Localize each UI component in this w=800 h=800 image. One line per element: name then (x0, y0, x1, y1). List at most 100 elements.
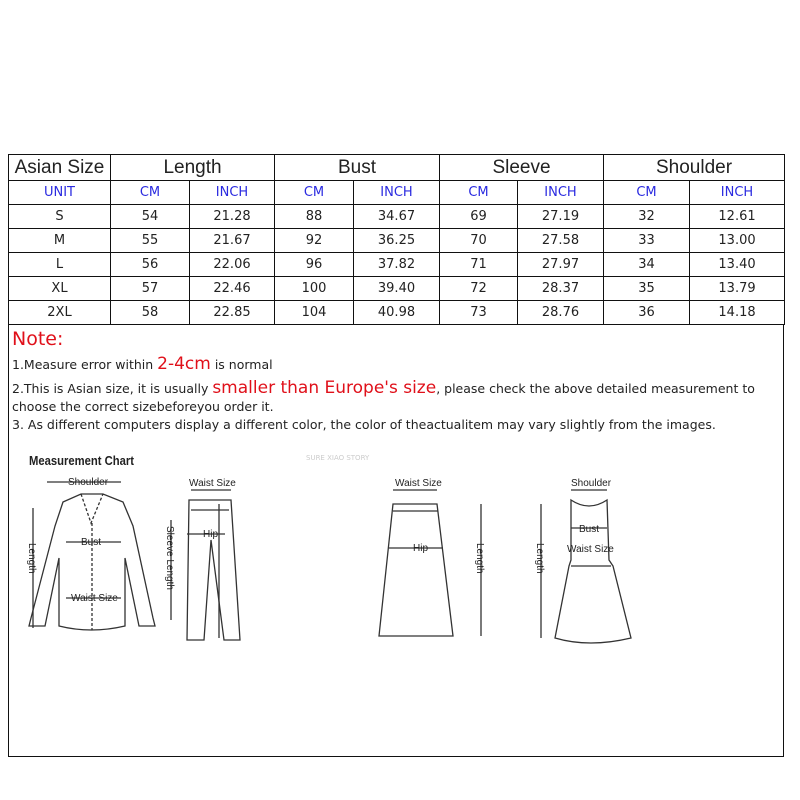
value-cell: 39.40 (353, 276, 440, 301)
header-bust: Bust (274, 154, 440, 181)
label-length: Length (26, 543, 37, 574)
size-cell: L (8, 252, 111, 277)
value-cell: 54 (110, 204, 190, 229)
size-table: Asian Size Length Bust Sleeve Shoulder U… (8, 154, 786, 325)
value-cell: 92 (274, 228, 354, 253)
label-waist: Waist Size (395, 478, 442, 489)
label-bust: Bust (579, 524, 599, 535)
value-cell: 22.46 (189, 276, 275, 301)
note-line-1: 1.Measure error within 2-4cm is normal (12, 356, 273, 373)
value-cell: 13.40 (689, 252, 786, 277)
value-cell: 13.79 (689, 276, 786, 301)
header-asian-size: Asian Size (8, 154, 111, 181)
value-cell: 69 (439, 204, 518, 229)
label-hip: Hip (413, 543, 428, 554)
size-cell: S (8, 204, 111, 229)
value-cell: 34 (603, 252, 691, 277)
value-cell: 96 (274, 252, 354, 277)
label-shoulder: Shoulder (68, 477, 109, 488)
notes-box: Note: 1.Measure error within 2-4cm is no… (8, 325, 784, 757)
note-highlight: smaller than Europe's size (212, 378, 437, 398)
value-cell: 57 (110, 276, 190, 301)
value-cell: 88 (274, 204, 354, 229)
value-cell: 36 (603, 300, 691, 325)
note-text: 2.This is Asian size, it is usually (12, 381, 213, 396)
pants-diagram: Waist Size Hip Length (186, 478, 241, 641)
value-cell: 36.25 (353, 228, 440, 253)
value-cell: 12.61 (689, 204, 786, 229)
value-cell: 33 (603, 228, 691, 253)
value-cell: 70 (439, 228, 518, 253)
note-text: , please check the above detailed measur… (436, 381, 755, 396)
note-text: 1.Measure error within (12, 357, 158, 372)
label-length: Length (474, 543, 485, 574)
value-cell: 28.37 (516, 276, 605, 301)
value-cell: 27.19 (516, 204, 605, 229)
note-line-2b: choose the correct sizebeforeyou order i… (12, 399, 274, 414)
size-chart-document: Asian Size Length Bust Sleeve Shoulder U… (8, 154, 786, 757)
unit-cell: CM (439, 180, 518, 205)
label-shoulder: Shoulder (571, 478, 612, 489)
table-row: L 56 22.06 96 37.82 71 27.97 34 13.40 (8, 252, 786, 277)
value-cell: 14.18 (689, 300, 786, 325)
header-length: Length (110, 154, 275, 181)
value-cell: 37.82 (353, 252, 440, 277)
size-cell: M (8, 228, 111, 253)
value-cell: 13.00 (689, 228, 786, 253)
value-cell: 104 (274, 300, 354, 325)
label-hip: Hip (203, 529, 218, 540)
unit-cell: UNIT (8, 180, 111, 205)
value-cell: 34.67 (353, 204, 440, 229)
size-cell: XL (8, 276, 111, 301)
watermark: SURE XIAO STORY (306, 454, 370, 462)
value-cell: 73 (439, 300, 518, 325)
value-cell: 55 (110, 228, 190, 253)
note-line-2: 2.This is Asian size, it is usually smal… (12, 380, 755, 397)
note-highlight: 2-4cm (157, 354, 211, 374)
shirt-diagram: Shoulder Bust Waist Size Length Sleeve L… (26, 477, 175, 631)
value-cell: 21.28 (189, 204, 275, 229)
label-bust: Bust (81, 537, 101, 548)
label-waist: Waist Size (71, 593, 118, 604)
table-header-row: Asian Size Length Bust Sleeve Shoulder (8, 154, 786, 181)
header-shoulder: Shoulder (603, 154, 786, 181)
header-sleeve: Sleeve (438, 154, 605, 181)
value-cell: 35 (603, 276, 691, 301)
value-cell: 100 (274, 276, 354, 301)
size-cell: 2XL (8, 300, 111, 325)
value-cell: 40.98 (353, 300, 440, 325)
table-row: M 55 21.67 92 36.25 70 27.58 33 13.00 (8, 228, 786, 253)
label-length: Length (534, 543, 545, 574)
unit-row: UNIT CM INCH CM INCH CM INCH CM INCH (8, 180, 786, 205)
unit-cell: CM (274, 180, 354, 205)
measurement-chart: Measurement Chart SURE XIAO STORY Should… (11, 448, 771, 748)
note-text: is normal (210, 357, 273, 372)
value-cell: 72 (439, 276, 518, 301)
unit-cell: CM (110, 180, 190, 205)
value-cell: 22.06 (189, 252, 275, 277)
unit-cell: INCH (189, 180, 275, 205)
measurement-chart-title: Measurement Chart (29, 454, 135, 468)
note-line-3: 3. As different computers display a diff… (12, 417, 716, 432)
table-row: 2XL 58 22.85 104 40.98 73 28.76 36 14.18 (8, 300, 786, 325)
value-cell: 32 (603, 204, 691, 229)
value-cell: 27.97 (516, 252, 605, 277)
label-waist: Waist Size (567, 544, 614, 555)
value-cell: 22.85 (189, 300, 275, 325)
value-cell: 56 (110, 252, 190, 277)
note-title: Note: (12, 328, 64, 350)
skirt-diagram: Waist Size Hip Length (378, 478, 485, 637)
value-cell: 71 (439, 252, 518, 277)
unit-cell: INCH (353, 180, 440, 205)
unit-cell: INCH (516, 180, 605, 205)
label-sleeve: Sleeve Length (164, 526, 175, 590)
unit-cell: INCH (689, 180, 786, 205)
value-cell: 21.67 (189, 228, 275, 253)
value-cell: 27.58 (516, 228, 605, 253)
value-cell: 28.76 (516, 300, 605, 325)
label-waist: Waist Size (189, 478, 236, 489)
table-row: XL 57 22.46 100 39.40 72 28.37 35 13.79 (8, 276, 786, 301)
value-cell: 58 (110, 300, 190, 325)
table-row: S 54 21.28 88 34.67 69 27.19 32 12.61 (8, 204, 786, 229)
dress-diagram: Shoulder Bust Waist Size Length (534, 478, 632, 644)
